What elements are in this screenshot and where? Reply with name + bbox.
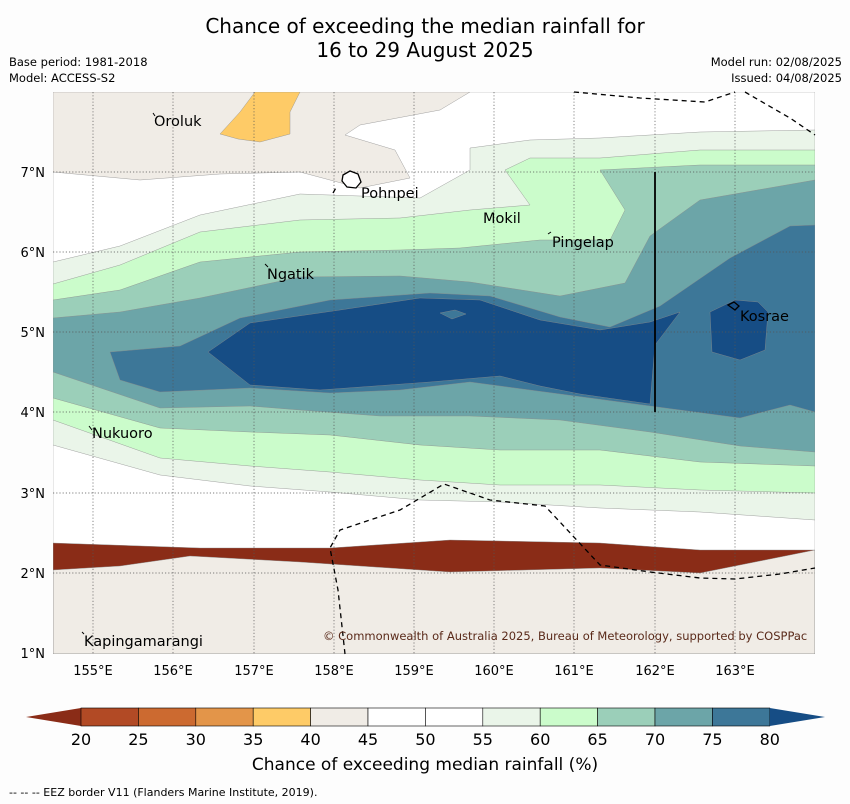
colorbar-extend-high <box>769 708 825 726</box>
colorbar-extend-low <box>26 708 81 726</box>
eez-border-note: -- -- -- EEZ border V11 (Flanders Marine… <box>9 786 318 799</box>
cb-seg-20-25 <box>80 707 139 727</box>
kosrae-island <box>726 301 740 311</box>
cb-tick-45: 45 <box>358 730 378 749</box>
lat-label-5: 5°N <box>21 326 46 341</box>
place-pohnpei: Pohnpei <box>361 186 419 202</box>
place-ngatik: Ngatik <box>267 267 315 283</box>
cb-tick-80: 80 <box>760 730 780 749</box>
cb-seg-70-75 <box>654 707 713 727</box>
eez-border <box>329 91 816 655</box>
title-line-1: Chance of exceeding the median rainfall … <box>205 14 645 38</box>
cb-tick-30: 30 <box>186 730 206 749</box>
meta-right: Model run: 02/08/2025 Issued: 04/08/2025 <box>711 54 842 86</box>
model-run: Model run: 02/08/2025 <box>710 55 842 69</box>
lon-label-162: 162°E <box>635 664 675 679</box>
cb-tick-75: 75 <box>702 730 722 749</box>
issued-date: Issued: 04/08/2025 <box>731 71 842 85</box>
lat-label-1: 1°N <box>21 647 46 662</box>
title-line-2: 16 to 29 August 2025 <box>316 38 534 62</box>
cb-seg-25-30 <box>138 707 197 727</box>
cb-tick-20: 20 <box>71 730 91 749</box>
cb-tick-35: 35 <box>243 730 263 749</box>
cb-seg-45-50 <box>367 707 426 727</box>
place-kosrae: Kosrae <box>740 309 789 325</box>
lat-label-3: 3°N <box>21 487 46 502</box>
meta-left: Base period: 1981-2018 Model: ACCESS-S2 <box>9 54 148 86</box>
cb-tick-60: 60 <box>530 730 550 749</box>
rainfall-map: Oroluk Pohnpei Mokil Pingelap Ngatik Kos… <box>21 91 816 679</box>
colorbar-ticks: 20 25 30 35 40 45 50 55 60 65 70 75 80 <box>71 730 780 749</box>
cb-seg-50-55 <box>425 707 484 727</box>
lon-label-159: 159°E <box>394 664 434 679</box>
cb-seg-75-80 <box>712 707 771 727</box>
lon-label-155: 155°E <box>73 664 113 679</box>
place-pingelap: Pingelap <box>552 235 614 251</box>
cb-tick-70: 70 <box>645 730 665 749</box>
place-markers <box>81 112 552 635</box>
cb-tick-50: 50 <box>415 730 435 749</box>
colorbar: 20 25 30 35 40 45 50 55 60 65 70 75 80 <box>26 707 825 749</box>
cb-seg-55-60 <box>482 707 541 727</box>
map-title: Chance of exceeding the median rainfall … <box>0 14 850 62</box>
colorbar-segments <box>80 707 771 727</box>
place-nukuoro: Nukuoro <box>92 426 153 442</box>
lat-label-2: 2°N <box>21 567 46 582</box>
cb-seg-40-45 <box>310 707 369 727</box>
cb-tick-55: 55 <box>473 730 493 749</box>
cb-tick-65: 65 <box>587 730 607 749</box>
lon-label-160: 160°E <box>474 664 514 679</box>
colorbar-label: Chance of exceeding median rainfall (%) <box>251 755 599 775</box>
lon-label-161: 161°E <box>554 664 594 679</box>
place-kapingamarangi: Kapingamarangi <box>84 634 203 650</box>
band-above-80 <box>207 297 769 405</box>
copyright-notice: © Commonwealth of Australia 2025, Bureau… <box>323 629 807 643</box>
cb-tick-25: 25 <box>128 730 148 749</box>
place-oroluk: Oroluk <box>154 114 202 130</box>
pohnpei-island <box>341 170 362 189</box>
lon-label-156: 156°E <box>153 664 193 679</box>
lon-label-158: 158°E <box>314 664 354 679</box>
lon-label-157: 157°E <box>234 664 274 679</box>
band-40-45 <box>53 549 815 654</box>
map-field <box>53 92 815 654</box>
place-mokil: Mokil <box>483 211 521 227</box>
lat-label-4: 4°N <box>21 406 46 421</box>
lat-label-6: 6°N <box>21 246 46 261</box>
lat-label-7: 7°N <box>21 166 46 181</box>
band-35-40-north <box>219 92 301 143</box>
cb-seg-30-35 <box>195 707 254 727</box>
lon-labels: 155°E 156°E 157°E 158°E 159°E 160°E 161°… <box>73 664 755 679</box>
cb-tick-40: 40 <box>300 730 320 749</box>
model-name: Model: ACCESS-S2 <box>9 71 116 85</box>
lat-labels: 7°N 6°N 5°N 4°N 3°N 2°N 1°N <box>21 166 46 662</box>
cb-seg-65-70 <box>597 707 656 727</box>
cb-seg-60-65 <box>539 707 598 727</box>
base-period: Base period: 1981-2018 <box>9 55 148 69</box>
cb-seg-35-40 <box>252 707 311 727</box>
lon-label-163: 163°E <box>715 664 755 679</box>
